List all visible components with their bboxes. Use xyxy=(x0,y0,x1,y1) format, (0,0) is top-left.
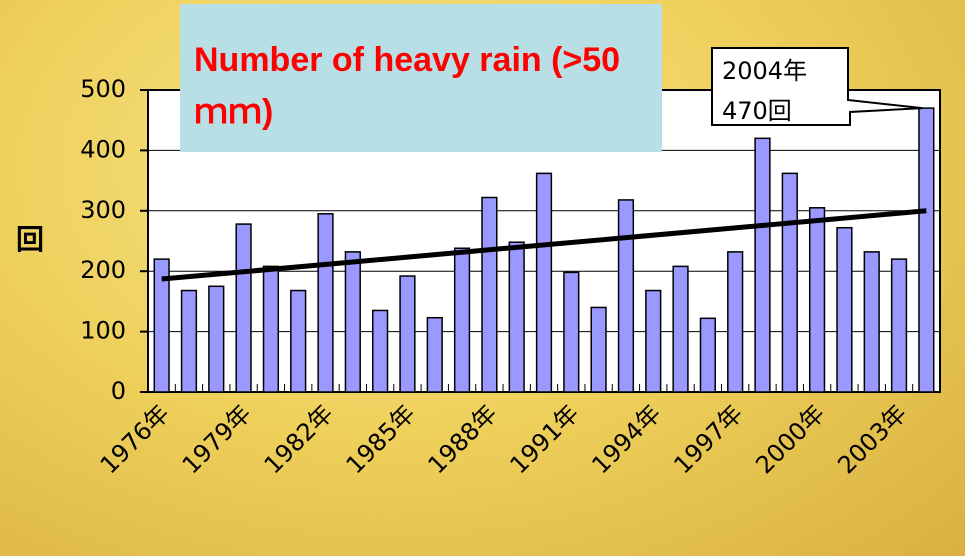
x-tick-label: 1997年 xyxy=(668,399,748,479)
x-tick-label: 1982年 xyxy=(259,399,339,479)
bar xyxy=(699,317,716,393)
bar xyxy=(344,251,361,393)
bar xyxy=(399,275,416,393)
y-tick-label: 200 xyxy=(80,256,126,284)
bar xyxy=(645,289,662,393)
bar xyxy=(754,137,771,393)
bar xyxy=(208,285,225,393)
y-tick-label: 100 xyxy=(80,317,126,345)
annotation: 2004年 xyxy=(722,57,807,85)
bar xyxy=(781,172,798,393)
annotation: 470回 xyxy=(722,97,792,125)
y-tick-label: 400 xyxy=(80,135,126,163)
bar xyxy=(617,199,635,393)
bar xyxy=(563,271,580,393)
bar xyxy=(590,306,607,393)
callout xyxy=(711,47,923,126)
bar xyxy=(372,309,389,393)
x-tick-label: 2003年 xyxy=(832,399,912,479)
x-tick-label: 1988年 xyxy=(423,399,503,479)
y-tick-label: 300 xyxy=(80,196,126,224)
x-tick-label: 1991年 xyxy=(505,399,585,479)
bar xyxy=(535,172,553,393)
bar xyxy=(153,258,170,393)
x-tick-label: 1994年 xyxy=(586,399,666,479)
bar xyxy=(508,241,525,393)
bar xyxy=(481,196,498,393)
bar xyxy=(235,223,252,393)
bar xyxy=(453,247,471,393)
x-tick-label: 1979年 xyxy=(177,399,257,479)
x-tick-label: 1985年 xyxy=(341,399,421,479)
bar xyxy=(672,265,689,393)
bar xyxy=(727,251,744,393)
bar xyxy=(836,226,853,393)
bar xyxy=(890,258,908,393)
bar xyxy=(290,289,307,393)
x-tick-label: 2000年 xyxy=(750,399,830,479)
bar xyxy=(317,213,334,393)
bar xyxy=(180,289,198,393)
bar xyxy=(426,316,443,393)
bar xyxy=(262,265,280,393)
y-axis-label: 回 xyxy=(16,223,44,256)
y-tick-label: 500 xyxy=(80,75,126,103)
bar xyxy=(863,251,880,393)
x-tick-label: 1976年 xyxy=(95,399,175,479)
trend-line xyxy=(161,208,927,282)
bar xyxy=(918,107,935,393)
y-tick-label: 0 xyxy=(111,377,126,405)
bar xyxy=(808,207,826,393)
chart-title: Number of heavy rain (>50ｍｍ) xyxy=(180,4,662,152)
